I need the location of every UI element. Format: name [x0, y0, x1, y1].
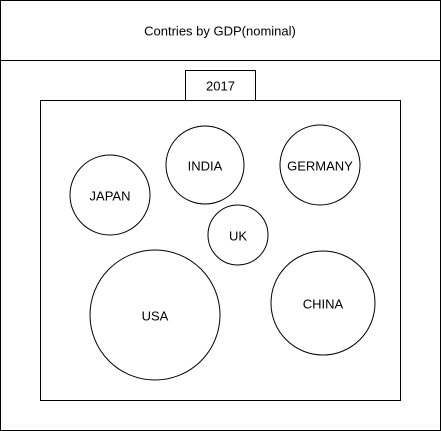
uk-label: UK [229, 229, 247, 244]
germany-circle [279, 124, 361, 206]
year-label: 2017 [206, 79, 235, 94]
japan-label: JAPAN [90, 189, 131, 204]
india-circle [165, 125, 245, 205]
japan-circle [69, 154, 151, 236]
diagram-title: Contries by GDP(nominal) [144, 24, 296, 39]
china-label: CHINA [303, 297, 344, 312]
usa-label: USA [142, 309, 169, 324]
india-label: INDIA [188, 159, 223, 174]
usa-circle [89, 249, 221, 381]
title-box [0, 0, 441, 61]
china-circle [270, 250, 376, 356]
uk-circle [207, 204, 269, 266]
germany-label: GERMANY [287, 159, 353, 174]
